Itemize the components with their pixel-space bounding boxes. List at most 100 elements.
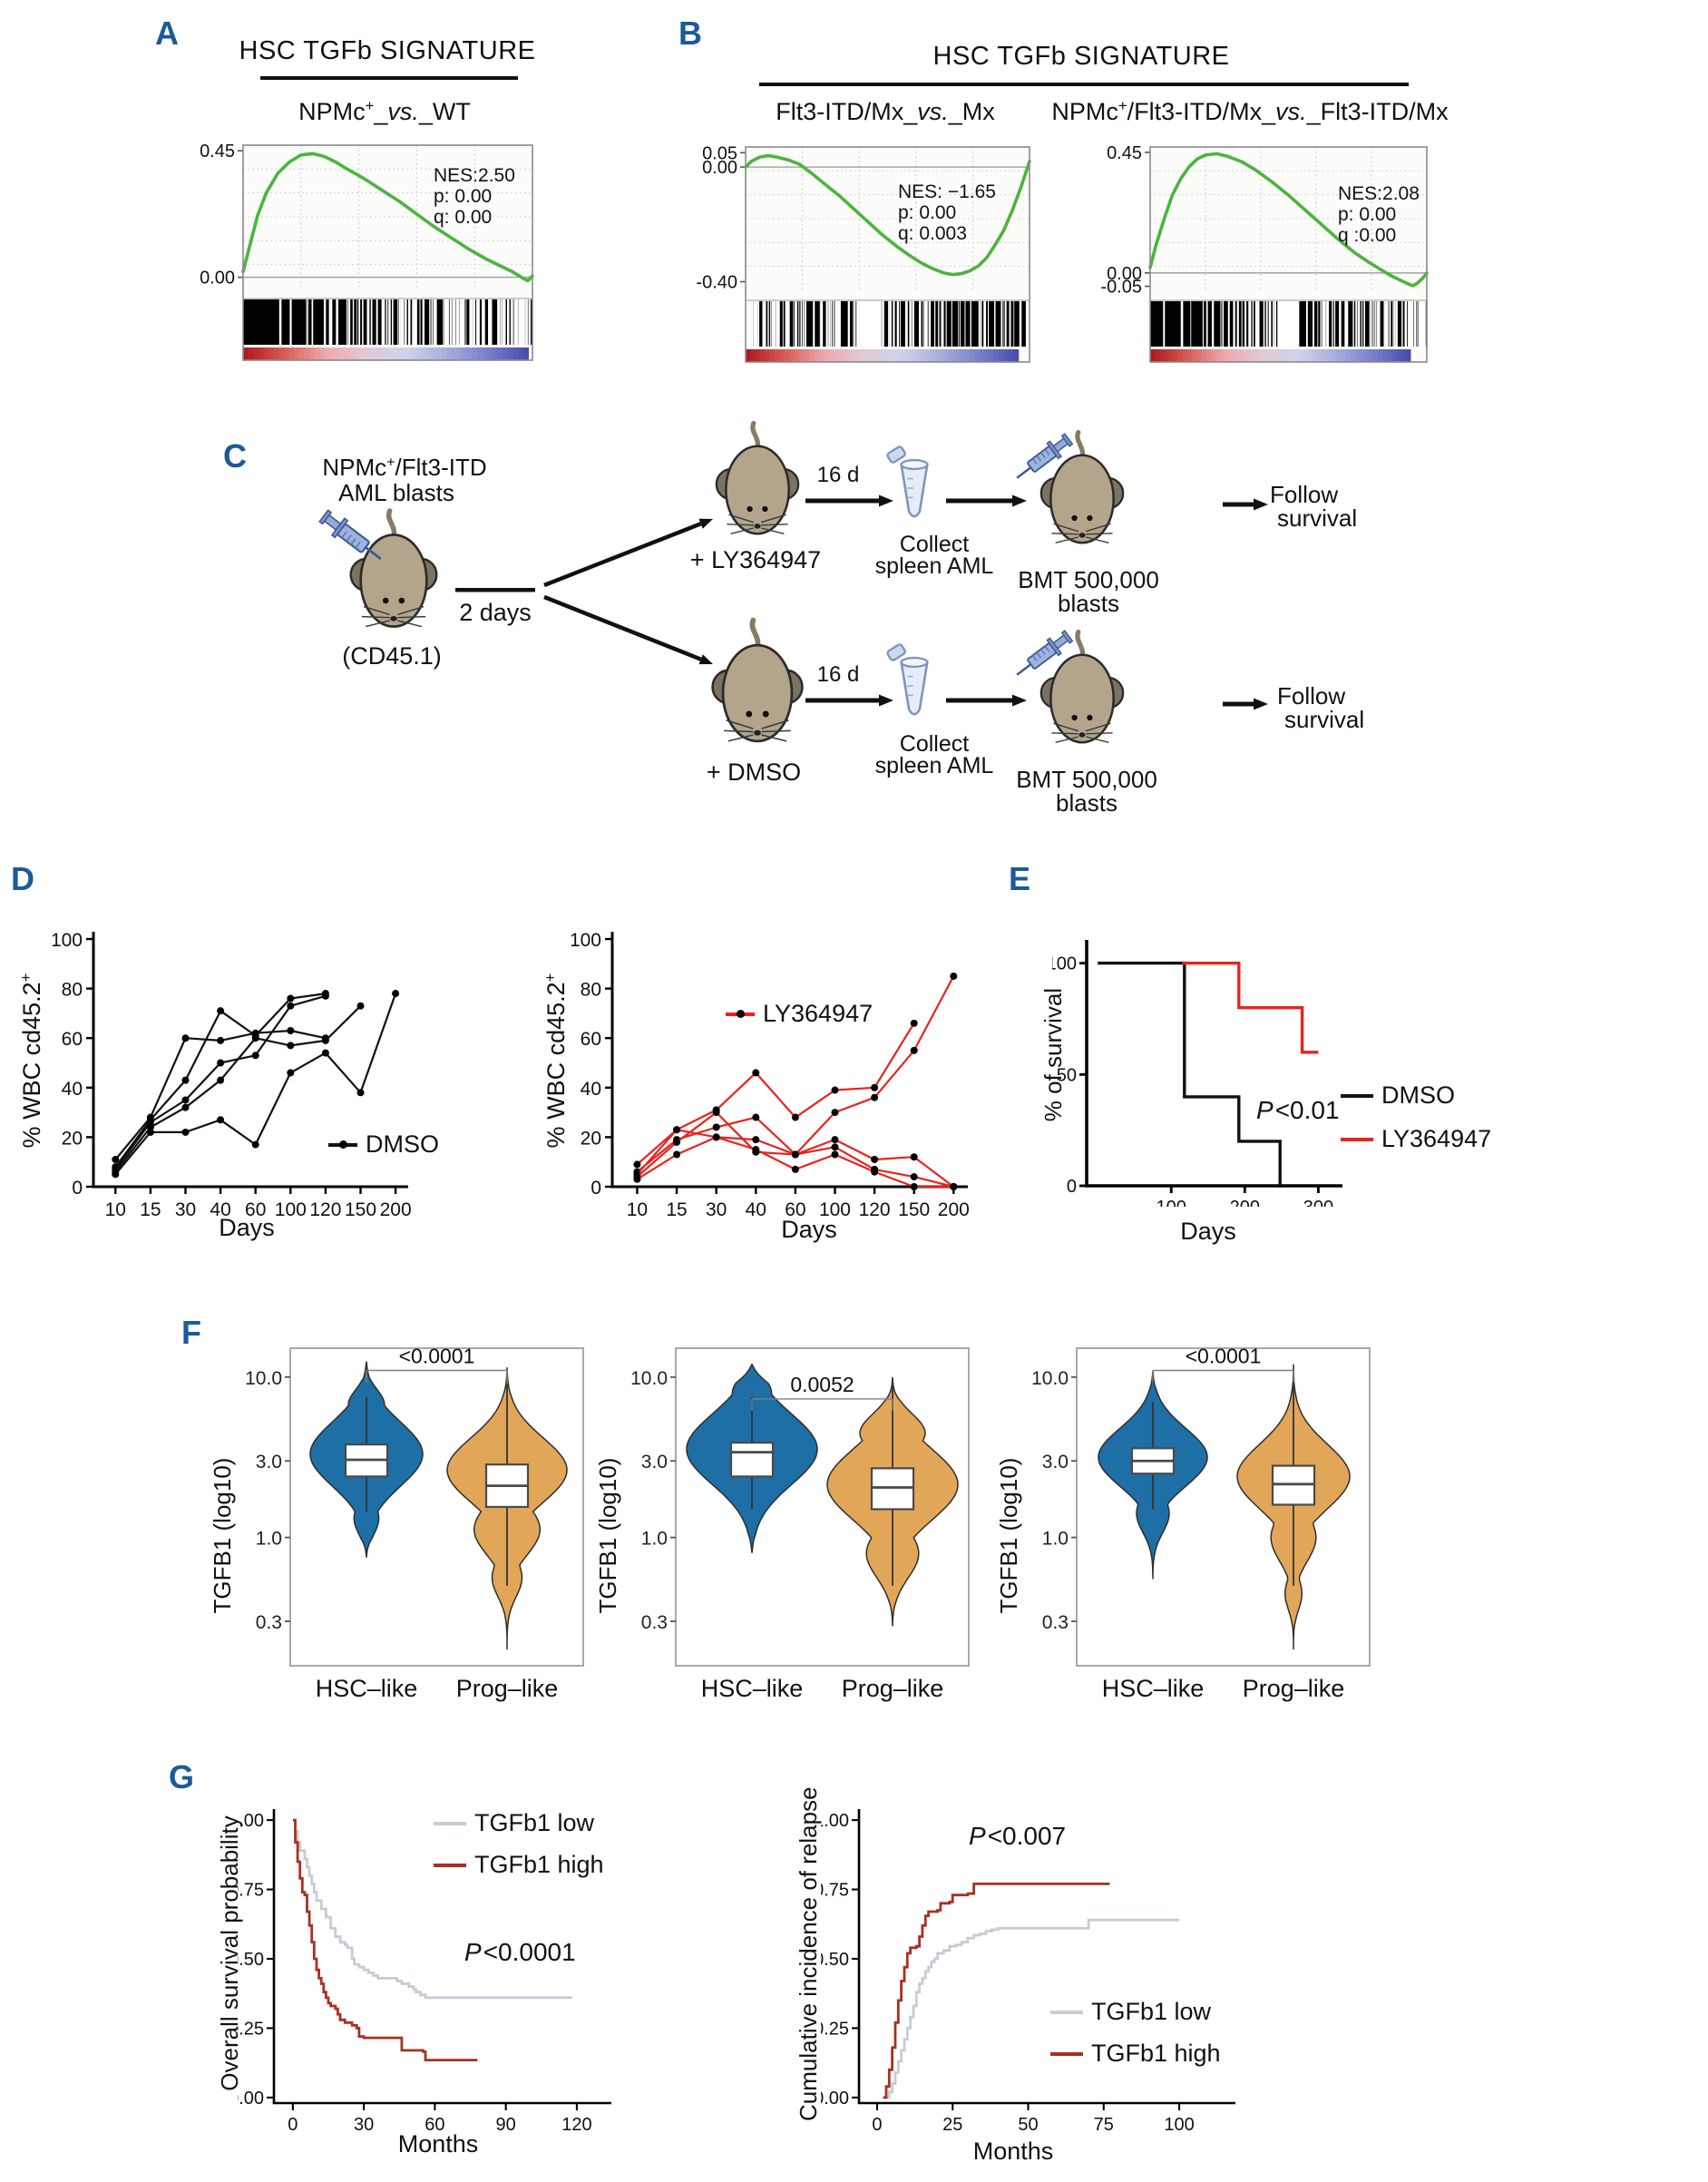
arrow bbox=[805, 694, 893, 707]
line-dot-icon bbox=[328, 1140, 357, 1149]
data-point bbox=[181, 1034, 190, 1042]
text-segment: % WBC cd45.2 bbox=[18, 982, 45, 1149]
data-point bbox=[950, 1183, 958, 1190]
mouse-whisker bbox=[361, 615, 390, 619]
f1-y-axis-label: TGFB1 (log10) bbox=[209, 1457, 236, 1614]
text-segment: + bbox=[17, 973, 34, 983]
x-tick-label: 40 bbox=[746, 1199, 766, 1216]
p-value-label: <0.0001 bbox=[1186, 1345, 1262, 1368]
data-point bbox=[287, 1027, 295, 1035]
y-tick-label: 0.3 bbox=[256, 1612, 282, 1633]
x-tick-label: 120 bbox=[561, 2115, 591, 2135]
mouse-whisker bbox=[1086, 536, 1109, 543]
text-segment: _WT bbox=[418, 98, 471, 125]
legend-label: TGFb1 low bbox=[474, 1809, 595, 1836]
duration-line bbox=[455, 588, 535, 592]
p-value: p: 0.00 bbox=[434, 186, 493, 207]
mouse-icon bbox=[711, 617, 804, 743]
legend-label: LY364947 bbox=[763, 1000, 874, 1027]
y-tick-label: 0.25 bbox=[821, 2019, 849, 2039]
mouse-eye bbox=[746, 710, 753, 718]
mouse-whisker bbox=[727, 523, 754, 526]
dmso-treatment-label: + DMSO bbox=[706, 758, 802, 786]
legend-label: DMSO bbox=[366, 1130, 439, 1158]
km-curve-tgfb1-high bbox=[292, 1818, 478, 2061]
mouse-whisker bbox=[397, 605, 425, 616]
line-icon bbox=[434, 1821, 466, 1825]
x-tick-label: 25 bbox=[942, 2115, 962, 2135]
q-value: q :0.00 bbox=[1338, 225, 1397, 246]
mouse-whisker bbox=[1053, 722, 1079, 732]
data-point bbox=[910, 1019, 918, 1027]
mouse-whisker bbox=[760, 514, 786, 523]
km-curve-tgfb1-high bbox=[883, 1883, 1110, 2099]
data-point bbox=[910, 1183, 918, 1190]
enrichment-curve bbox=[744, 153, 1031, 277]
line-icon bbox=[1341, 1093, 1373, 1098]
y-tick-label: 0 bbox=[590, 1178, 601, 1199]
panel-a-label: A bbox=[155, 15, 179, 52]
p-number: <0.01 bbox=[1274, 1096, 1340, 1124]
mouse-eye bbox=[747, 505, 753, 513]
two-days-label: 2 days bbox=[459, 599, 532, 626]
y-tick-label: 20 bbox=[581, 1128, 601, 1149]
data-point bbox=[633, 1175, 641, 1183]
arrow bbox=[946, 694, 1027, 707]
aml-blasts-line1: NPMc+/Flt3-ITD bbox=[322, 454, 486, 482]
ly-treatment-label: + LY364947 bbox=[689, 546, 822, 573]
category-label: HSC–like bbox=[701, 1675, 804, 1702]
p-symbol: P bbox=[464, 1938, 482, 1966]
mouse-eye bbox=[762, 710, 769, 718]
y-tick-label: 0.00 bbox=[821, 2089, 849, 2109]
mouse-whisker bbox=[1055, 736, 1078, 743]
data-point bbox=[321, 992, 329, 1000]
mouse-whisker bbox=[727, 734, 754, 742]
panel-b1-comparison: Flt3-ITD/Mx_vs._Mx bbox=[776, 98, 995, 126]
y-tick-label: 60 bbox=[581, 1029, 601, 1050]
g1-x-axis-label: Months bbox=[397, 2130, 479, 2158]
y-tick-label: 40 bbox=[581, 1079, 601, 1100]
y-tick-label: 1.00 bbox=[821, 1811, 849, 1831]
arrow bbox=[543, 518, 713, 588]
collect-label-bottom2: spleen AML bbox=[874, 753, 994, 778]
y-tick-label: 0.50 bbox=[238, 1950, 264, 1970]
data-point bbox=[831, 1086, 839, 1094]
x-tick-label: 100 bbox=[1157, 1198, 1186, 1207]
line-icon bbox=[1050, 2051, 1083, 2056]
g2-y-axis-label: Cumulative incidence of relapse bbox=[795, 1786, 822, 2121]
mouse-trace bbox=[633, 1126, 958, 1190]
mouse-whisker bbox=[1086, 533, 1113, 535]
text-segment: + bbox=[542, 973, 559, 983]
hit-barcode bbox=[745, 301, 1030, 347]
p-value-label: 0.0052 bbox=[790, 1373, 854, 1396]
e-legend-dmso: DMSO bbox=[1341, 1081, 1455, 1110]
data-point bbox=[752, 1113, 760, 1121]
y-tick-label: 100 bbox=[1052, 954, 1077, 974]
data-point bbox=[712, 1109, 720, 1117]
mouse-body bbox=[1049, 653, 1115, 744]
data-point bbox=[181, 1096, 190, 1104]
mouse-trace bbox=[112, 1027, 329, 1163]
data-point bbox=[251, 1034, 259, 1042]
gsea-plot-b2: 0.45 0.00-0.05 bbox=[1100, 143, 1429, 363]
g2-legend-low: TGFb1 low bbox=[1050, 1998, 1211, 2026]
text-segment: % WBC cd45.2 bbox=[542, 982, 570, 1149]
y-tick-label: 10.0 bbox=[630, 1368, 668, 1389]
category-label: Prog–like bbox=[456, 1675, 559, 1702]
y-tick-label: 0 bbox=[1067, 1177, 1077, 1197]
violin-plot-1: 0.3 1.0 3.0 10.0 HSC–like Prog–like <0.0001 bbox=[245, 1345, 584, 1702]
panel-e-label: E bbox=[1009, 860, 1031, 897]
gsea-plot-b1: 0.050.00 -0.40 bbox=[696, 143, 1031, 363]
box bbox=[870, 1467, 915, 1511]
panel-a-title-rule bbox=[260, 76, 518, 80]
text-segment: /Flt3-ITD bbox=[395, 454, 487, 481]
violin-plot-2: 0.3 1.0 3.0 10.0 HSC–like Prog–like 0.0052 bbox=[630, 1347, 970, 1702]
mouse-icon bbox=[349, 508, 438, 628]
mouse-trace bbox=[112, 992, 329, 1173]
gsea-plot-a: 0.45 0.00 bbox=[200, 142, 534, 361]
syringe-icon bbox=[1016, 433, 1074, 479]
data-point bbox=[217, 1059, 225, 1067]
x-tick-label: 60 bbox=[245, 1199, 266, 1216]
x-tick-label: 10 bbox=[627, 1199, 648, 1216]
panel-b-title-rule bbox=[759, 83, 1409, 86]
